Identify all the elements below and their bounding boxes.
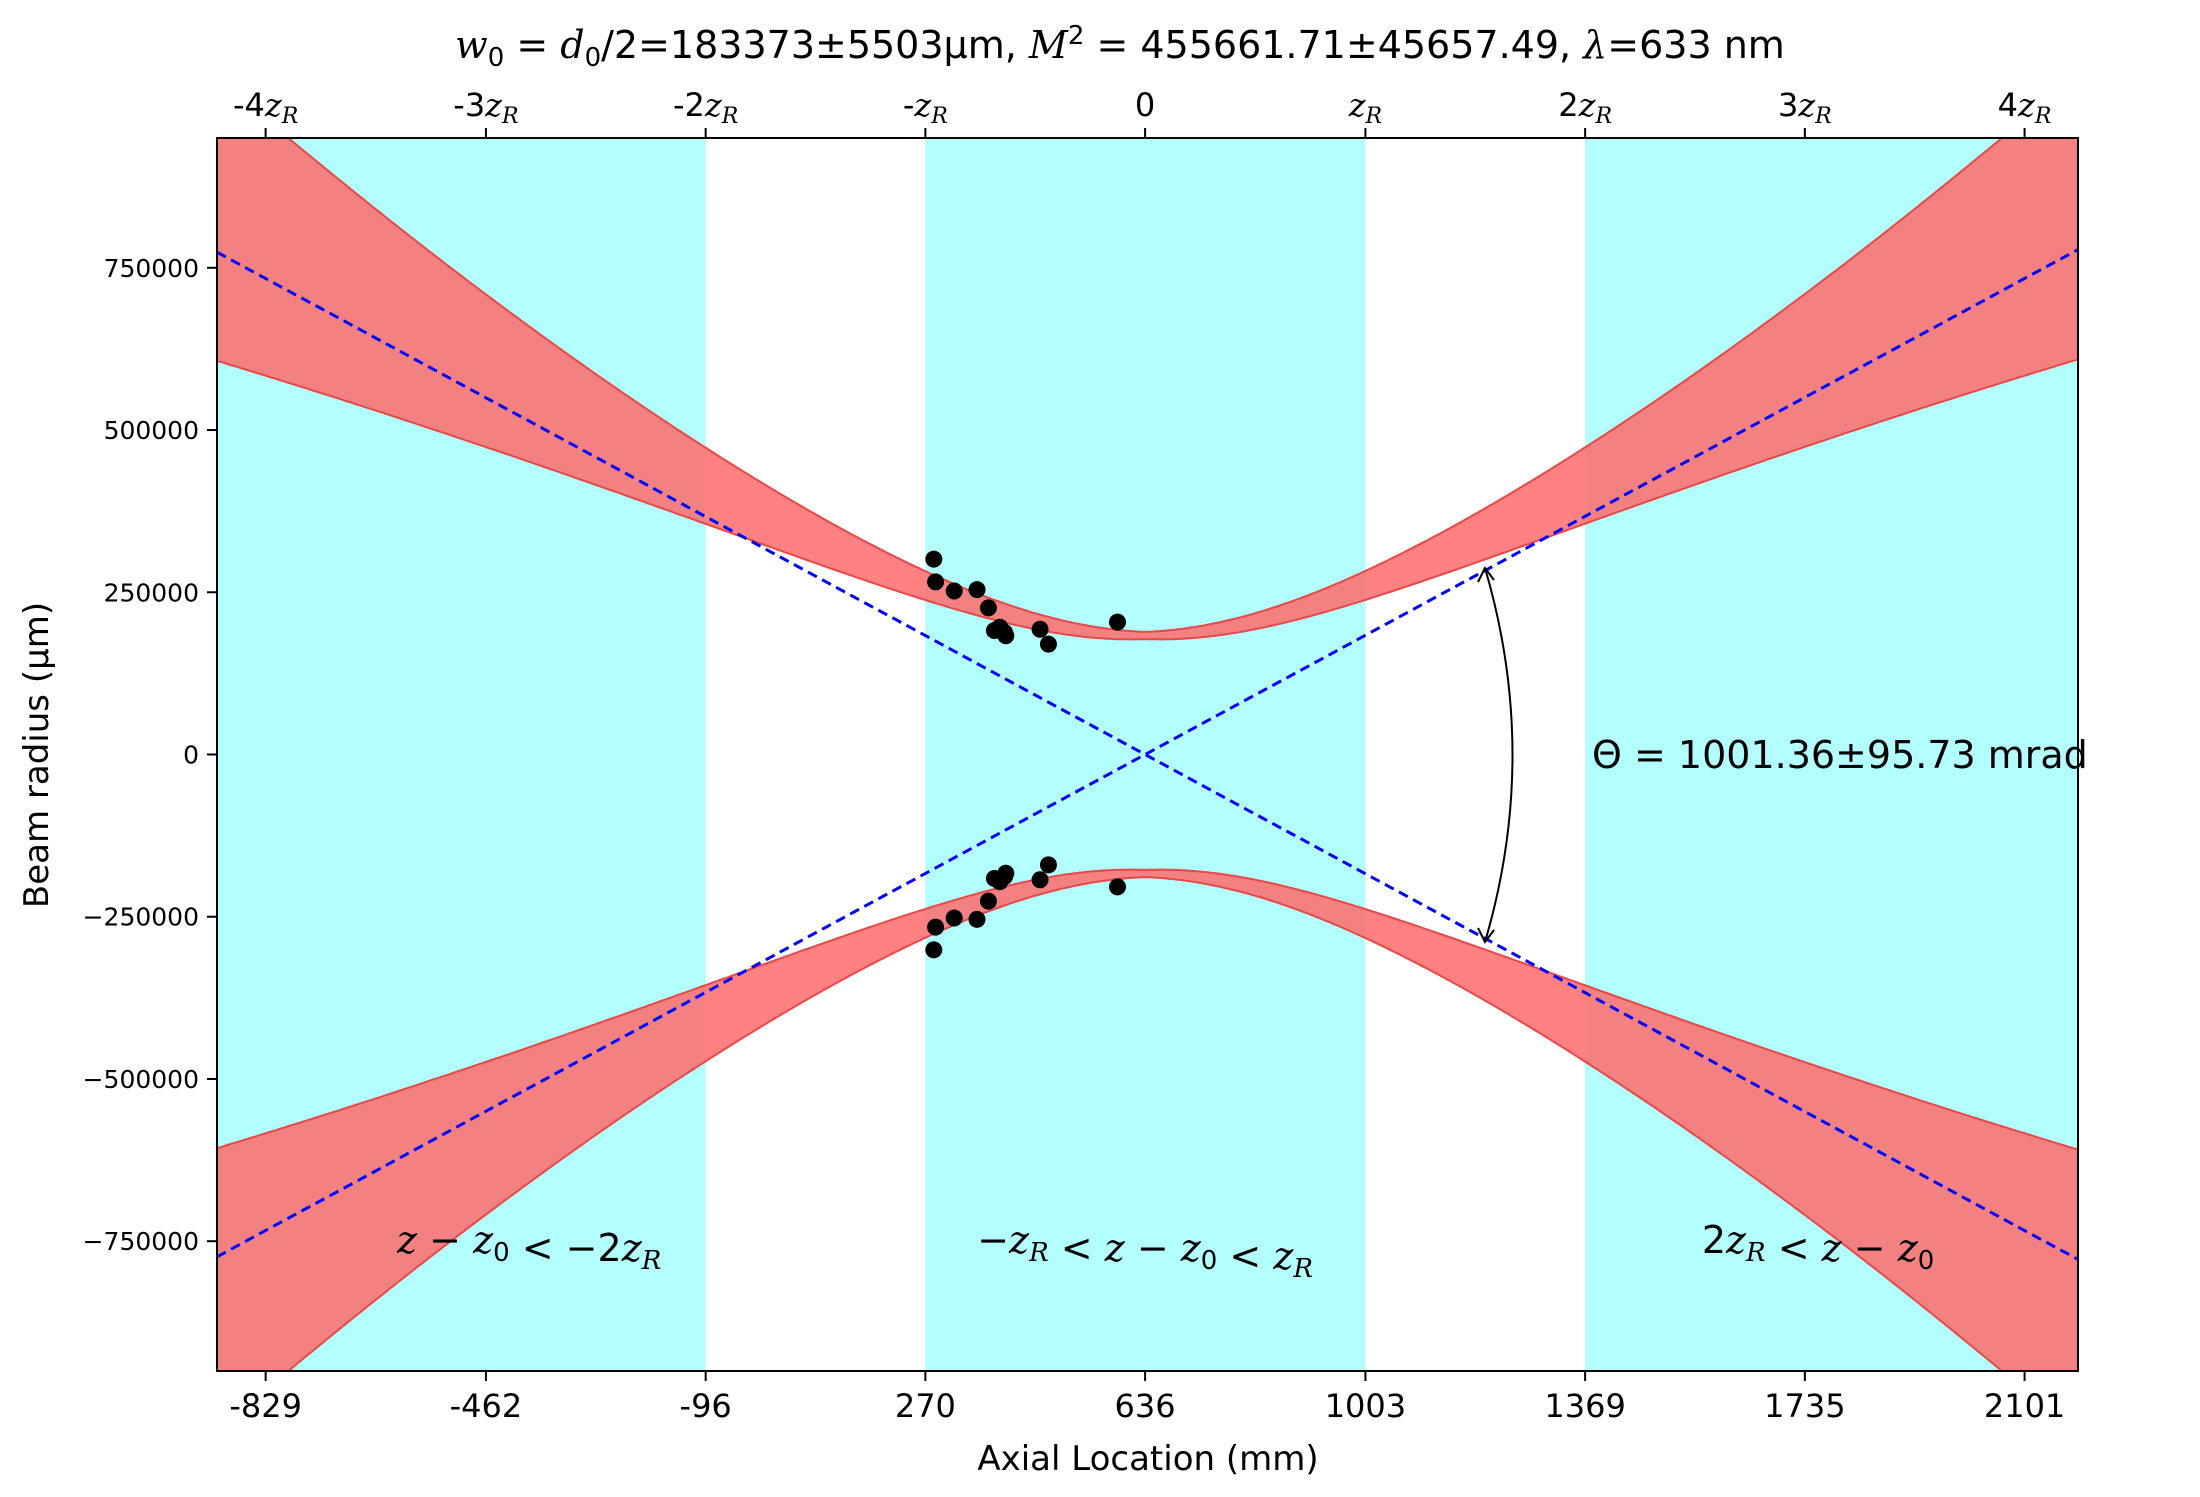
arrowhead-bottom — [1477, 927, 1495, 944]
x-axis-label: Axial Location (mm) — [977, 1439, 1318, 1479]
y-tick-label-1: −750000 — [83, 1227, 199, 1256]
chart-title: w0​ = d0​/2=183373±5503µm, M2​ = 455661.… — [455, 21, 1785, 73]
region-labels: z − z0 < −2zR −zR < z − z0 < zR 2zR < z − … — [396, 1218, 1934, 1284]
y-tick-label-2: −500000 — [83, 1065, 199, 1094]
data-points — [925, 550, 1126, 959]
top-tick-label-9: 4zR — [1998, 86, 2052, 129]
x-tick-label-1: -829 — [229, 1387, 302, 1425]
x-tick-label-5: 636 — [1115, 1387, 1176, 1425]
divergence-arc — [1484, 567, 1514, 943]
x-tick-label-4: 270 — [895, 1387, 956, 1425]
asymptote-lines — [217, 248, 2078, 1261]
data-point-upper-9 — [997, 627, 1015, 645]
x-axis-ticks: -829 -462 -96 270 636 1003 1369 1735 2101 — [229, 1371, 2065, 1425]
x-tick-label-2: -462 — [450, 1387, 523, 1425]
y-tick-label-7: 750000 — [104, 254, 199, 283]
data-point-upper-4 — [968, 581, 986, 599]
x-tick-label-7: 1369 — [1544, 1387, 1625, 1425]
y-axis-ticks: −750000 −500000 −250000 0 250000 500000 750000 — [83, 254, 217, 1256]
top-tick-label-1: -4zR — [233, 86, 298, 129]
data-point-upper-2 — [927, 573, 945, 591]
top-tick-label-8: 3zR — [1778, 86, 1832, 129]
region-label-3: 2zR < z − z0 — [1702, 1218, 1934, 1276]
region-label-1: z − z0 < −2zR — [396, 1218, 661, 1276]
top-tick-label-6: zR — [1348, 86, 1382, 129]
asymptote-falling — [217, 250, 2078, 1261]
data-point-upper-5 — [979, 599, 997, 617]
arrowhead-top — [1477, 566, 1495, 583]
x-tick-label-6: 1003 — [1325, 1387, 1406, 1425]
asymptote-rising — [217, 248, 2078, 1259]
y-tick-label-5: 250000 — [104, 578, 199, 607]
region-2 — [925, 138, 1366, 1371]
data-point-lower-2 — [927, 918, 945, 936]
y-axis-label: Beam radius (µm) — [17, 602, 57, 908]
data-point-lower-11 — [1039, 856, 1057, 874]
x-tick-label-9: 2101 — [1984, 1387, 2065, 1425]
top-axis-ticks: -4zR -3zR -2zR -zR 0 zR 2zR 3zR 4zR — [233, 86, 2052, 138]
top-tick-label-7: 2zR — [1558, 86, 1612, 129]
data-point-lower-4 — [968, 910, 986, 928]
y-tick-label-6: 500000 — [104, 416, 199, 445]
top-tick-label-5: 0 — [1135, 86, 1155, 124]
top-tick-label-3: -2zR — [673, 86, 738, 129]
data-point-upper-3 — [945, 582, 963, 600]
fit-uncertainty-band — [217, 138, 2078, 1371]
theta-label: Θ = 1001.36±95.73 mrad — [1592, 733, 2088, 777]
data-point-upper-10 — [1031, 620, 1049, 638]
data-point-lower-12 — [1108, 878, 1126, 896]
data-point-lower-5 — [979, 892, 997, 910]
y-tick-label-3: −250000 — [83, 903, 199, 932]
data-point-lower-10 — [1031, 871, 1049, 889]
data-point-lower-1 — [925, 941, 943, 959]
region-label-2: −zR < z − z0 < zR — [977, 1218, 1313, 1284]
upper-band — [217, 138, 2078, 641]
data-point-lower-9 — [997, 864, 1015, 882]
top-tick-label-4: -zR — [903, 86, 948, 129]
x-tick-label-3: -96 — [680, 1387, 732, 1425]
divergence-annotation: Θ = 1001.36±95.73 mrad z − z0 < −2zR −zR <… — [396, 566, 2088, 1284]
top-tick-label-2: -3zR — [453, 86, 518, 129]
x-tick-label-8: 1735 — [1764, 1387, 1845, 1425]
data-point-upper-1 — [925, 550, 943, 568]
data-point-upper-11 — [1039, 635, 1057, 653]
data-point-lower-3 — [945, 909, 963, 927]
lower-band — [217, 868, 2078, 1371]
y-tick-label-4: 0 — [183, 741, 199, 770]
data-point-upper-12 — [1108, 613, 1126, 631]
